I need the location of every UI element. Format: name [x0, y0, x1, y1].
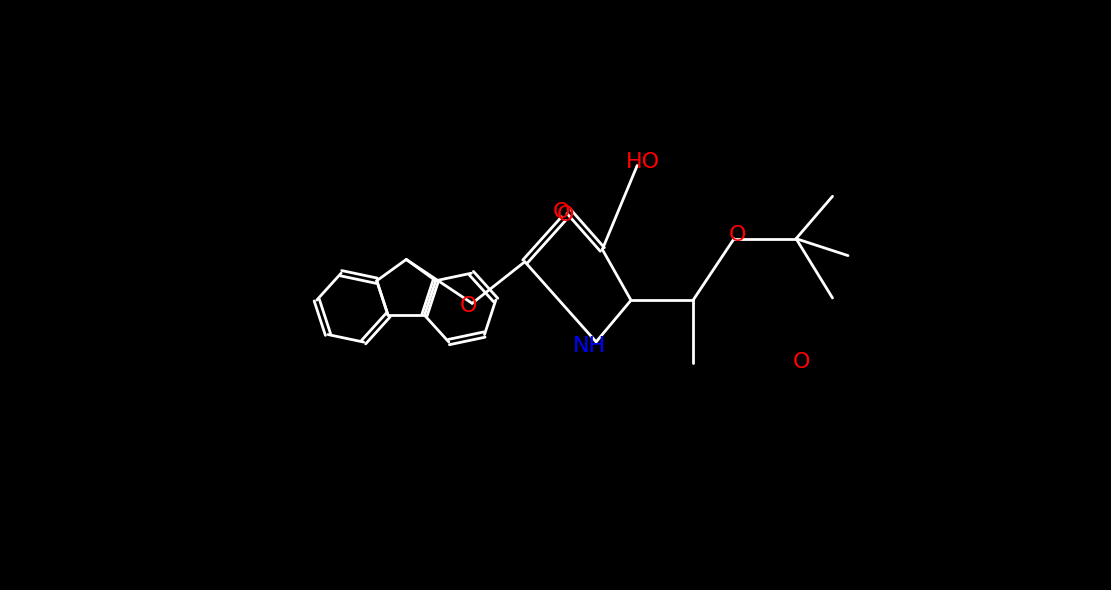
Text: O: O [793, 352, 810, 372]
Text: O: O [460, 296, 477, 316]
Text: O: O [729, 225, 747, 245]
Text: HO: HO [627, 152, 660, 172]
Text: O: O [552, 202, 570, 222]
Text: O: O [557, 205, 574, 225]
Text: NH: NH [573, 336, 607, 356]
